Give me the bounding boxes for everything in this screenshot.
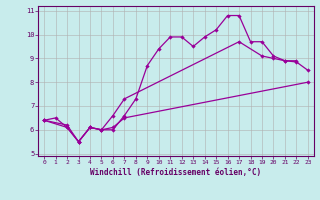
X-axis label: Windchill (Refroidissement éolien,°C): Windchill (Refroidissement éolien,°C) [91,168,261,177]
